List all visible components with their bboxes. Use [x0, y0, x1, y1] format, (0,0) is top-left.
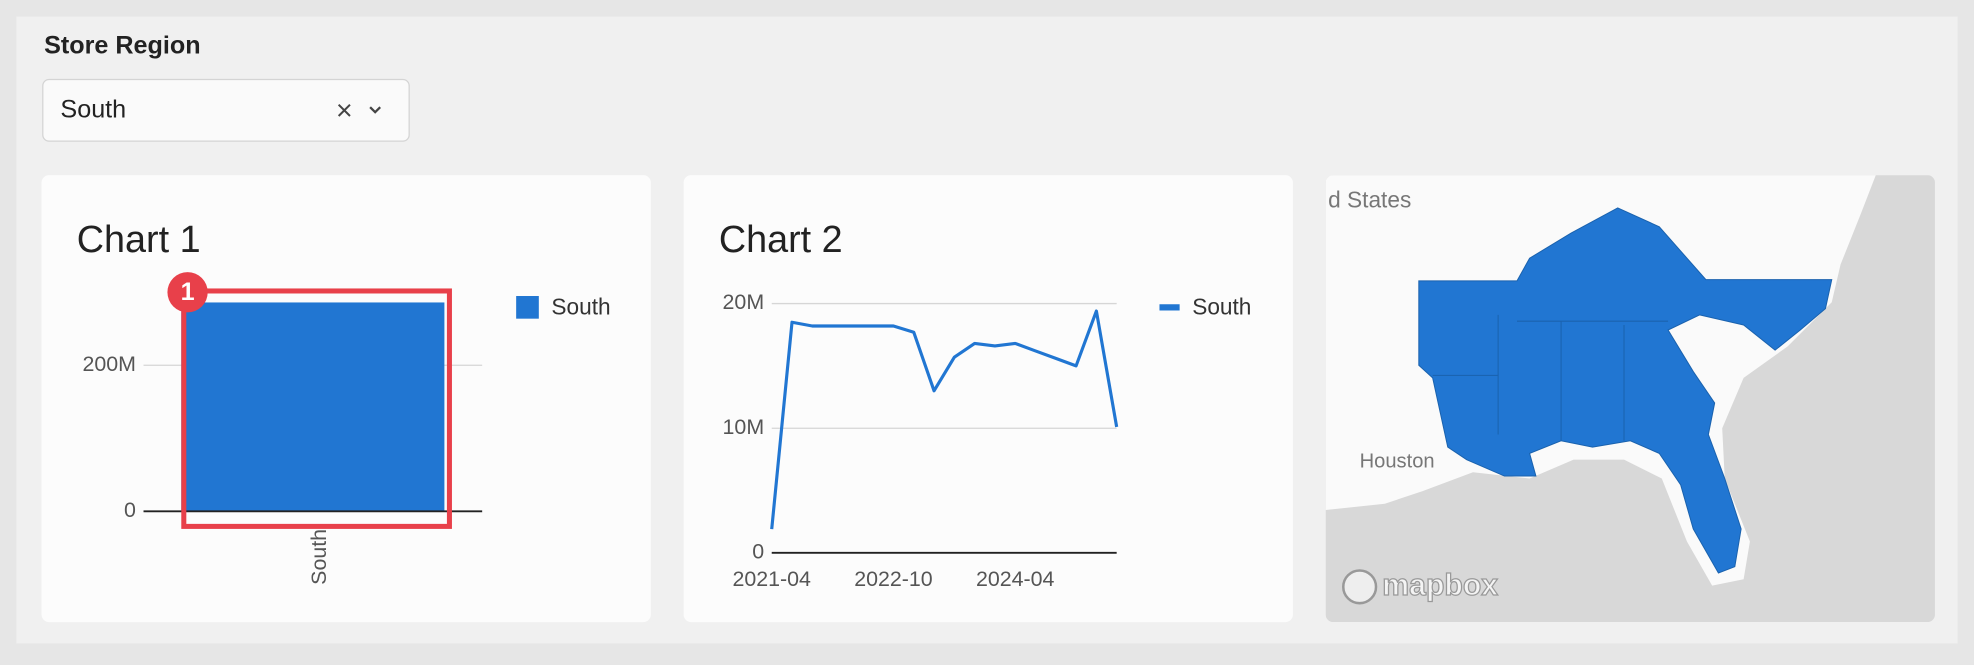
x-tick-label: 2024-04 [976, 567, 1055, 591]
y-tick-label: 20M [723, 290, 765, 314]
y-tick-label: 10M [723, 415, 765, 439]
card [683, 175, 1293, 623]
chart-title: Chart 2 [719, 219, 843, 261]
line [770, 309, 1119, 530]
map-label: d States [1328, 187, 1411, 213]
attribution: mapbox [1382, 569, 1498, 602]
x-tick-label: 2022-10 [854, 567, 933, 591]
legend-swatch [516, 296, 539, 319]
select[interactable] [42, 78, 410, 142]
highlight-box [181, 288, 452, 529]
legend-label: South [551, 294, 610, 320]
y-tick-label: 0 [124, 498, 136, 522]
region [1418, 207, 1833, 574]
bar [181, 302, 445, 512]
clear-icon[interactable] [337, 103, 351, 117]
y-tick-label: 0 [752, 539, 764, 563]
state-borders [1432, 314, 1669, 441]
map: d States Houston mapbox [1325, 175, 1935, 623]
mapbox-logo [1342, 569, 1378, 605]
map-label: Houston [1360, 451, 1435, 473]
legend-label: South [1192, 294, 1251, 320]
chevron-icon[interactable] [369, 106, 381, 114]
badge-label: 1 [181, 278, 195, 306]
y-tick-label: 200M [82, 352, 136, 376]
filter-label: Store Region [44, 31, 201, 59]
x-tick-label: South [307, 529, 331, 585]
select-value[interactable]: South [60, 96, 126, 124]
badge [167, 272, 208, 313]
x-tick-label: 2021-04 [732, 567, 811, 591]
chart-title: Chart 1 [77, 219, 201, 261]
